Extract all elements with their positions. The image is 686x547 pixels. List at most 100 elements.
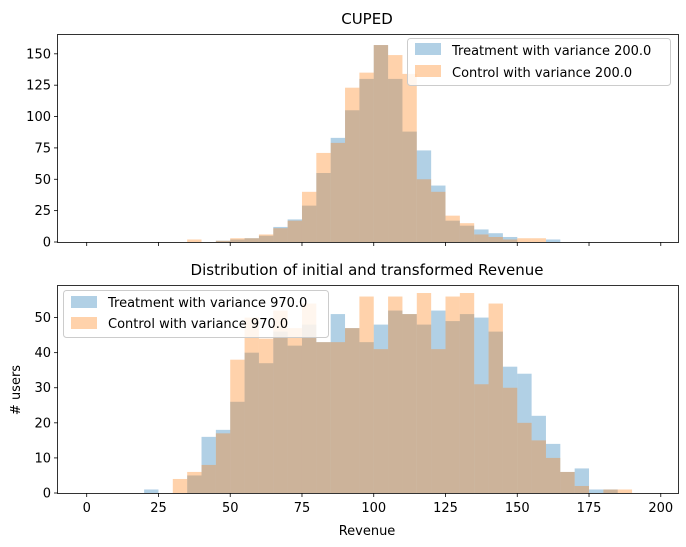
revenue-bar-control [574,485,590,493]
cuped-legend-box [407,38,671,86]
revenue-x-tick-label: 175 [577,501,602,516]
revenue-bar-control [445,296,460,493]
revenue-y-tick-label: 10 [34,451,51,466]
revenue-y-tick-label: 30 [34,381,51,396]
revenue-bar-control [431,349,446,493]
revenue-bar-control [230,359,245,493]
revenue-y-axis-ticks: 0 10 20 30 40 50 [34,311,58,502]
revenue-x-tick-label: 0 [83,501,91,516]
cuped-legend-swatch-treatment [415,43,441,55]
revenue-bar-treatment [402,314,417,493]
revenue-bar-treatment [603,489,618,493]
revenue-y-axis-label: # users [9,365,24,415]
cuped-y-axis-ticks: 0 25 50 75 100 125 150 [26,47,58,251]
revenue-bar-control [388,296,403,493]
revenue-bar-treatment [258,363,274,493]
revenue-bar-treatment [502,366,518,493]
revenue-bar-treatment [388,310,403,493]
cuped-y-tick-label: 50 [34,173,51,188]
cuped-bar-treatment [258,235,274,242]
cuped-panel: CUPED 0 25 50 75 100 125 150 Treatment with va… [26,10,679,251]
cuped-bar-treatment [445,220,460,242]
revenue-bar-control [273,310,288,493]
revenue-bar-control [531,440,546,493]
cuped-bar-control [502,239,518,242]
revenue-bar-treatment [144,489,159,493]
revenue-axes-frame [57,285,679,494]
revenue-bar-control [617,489,633,493]
revenue-bar-treatment [560,471,575,493]
cuped-bar-control [445,215,460,242]
cuped-y-tick-label: 25 [34,204,51,219]
revenue-bar-treatment [230,401,245,493]
revenue-y-tick-label: 40 [34,346,51,361]
revenue-bar-treatment [359,342,374,493]
cuped-legend: Treatment with variance 200.0 Control wi… [407,38,671,86]
cuped-bar-control [373,45,389,242]
cuped-bars [187,45,561,243]
cuped-bar-control [215,240,231,242]
cuped-y-tick-label: 125 [26,79,51,94]
revenue-y-tick-label: 50 [34,311,51,326]
revenue-panel: Distribution of initial and transformed … [9,261,679,539]
cuped-bar-treatment [502,236,518,242]
cuped-bar-treatment [416,150,432,242]
revenue-x-tick-label: 75 [294,501,311,516]
revenue-bar-control [603,489,618,493]
revenue-bar-treatment [459,314,475,493]
revenue-bar-control [287,328,302,493]
cuped-bar-treatment [545,239,561,242]
revenue-y-tick-label: 20 [34,416,51,431]
revenue-bar-control [359,296,374,493]
revenue-x-tick-label: 50 [222,501,239,516]
cuped-bar-treatment [273,226,288,242]
revenue-bar-control [258,338,274,493]
revenue-bar-control [502,387,518,493]
cuped-bar-control [244,238,259,242]
revenue-y-tick-label: 0 [43,487,51,502]
cuped-legend-label-treatment: Treatment with variance 200.0 [451,44,651,59]
revenue-bar-control [474,384,489,493]
cuped-bar-control [345,87,360,242]
cuped-bar-control [517,238,532,242]
cuped-bar-control [230,238,245,242]
cuped-bar-control [287,220,302,242]
cuped-bar-control [359,72,374,242]
cuped-bar-treatment [330,137,346,242]
cuped-bar-treatment [373,45,389,242]
revenue-bar-control [517,422,532,493]
revenue-legend-swatch-treatment [71,296,97,308]
cuped-legend-label-control: Control with variance 200.0 [452,66,632,81]
revenue-bar-control [215,433,231,493]
revenue-bar-control [488,303,503,493]
revenue-bar-control [244,317,259,493]
revenue-bar-treatment [517,373,532,493]
cuped-bar-control [488,236,503,242]
cuped-bar-control [258,234,274,242]
revenue-bar-control [187,471,202,493]
cuped-bar-control [474,234,489,242]
revenue-bar-treatment [187,475,202,493]
cuped-bar-treatment [488,233,503,242]
revenue-x-tick-label: 25 [150,501,167,516]
revenue-bar-control [402,314,417,493]
cuped-bar-treatment [402,131,417,242]
revenue-bar-control [560,471,575,493]
revenue-bar-treatment [316,342,331,493]
cuped-bar-treatment [431,185,446,242]
cuped-bar-treatment [474,229,489,242]
revenue-bar-control [416,293,432,493]
cuped-bar-treatment [301,205,317,242]
revenue-legend-box [63,290,329,338]
revenue-bar-treatment [531,415,546,493]
revenue-bar-treatment [273,331,288,493]
cuped-bar-control [273,228,288,242]
revenue-bar-treatment [244,352,259,493]
cuped-y-tick-label: 0 [43,236,51,251]
cuped-bar-treatment [316,173,331,242]
cuped-bar-treatment [345,110,360,243]
revenue-bar-treatment [287,345,302,493]
revenue-bar-treatment [373,324,389,493]
revenue-bar-treatment [301,324,317,493]
